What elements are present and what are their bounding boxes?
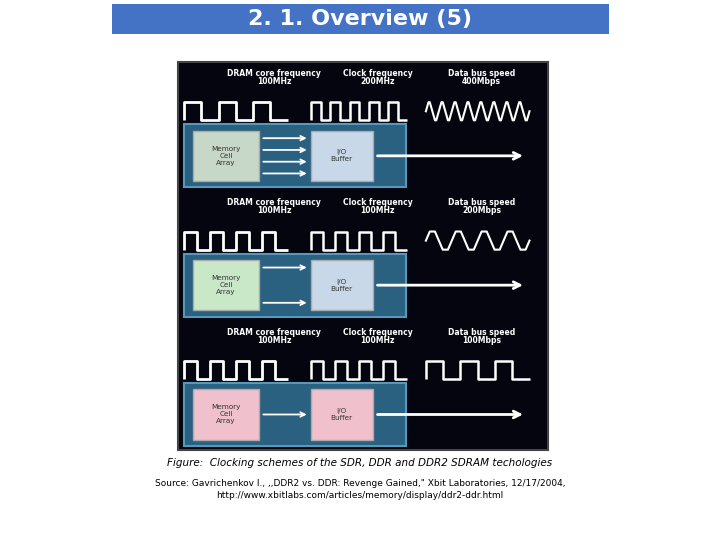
Text: Clock frequency: Clock frequency xyxy=(343,328,413,336)
Text: I/O
Buffer: I/O Buffer xyxy=(330,279,353,292)
Text: http://www.xbitlabs.com/articles/memory/display/ddr2-ddr.html: http://www.xbitlabs.com/articles/memory/… xyxy=(217,491,503,501)
Text: Clock frequency: Clock frequency xyxy=(343,69,413,78)
Text: I/O
Buffer: I/O Buffer xyxy=(330,150,353,163)
Text: Source: Gavrichenkov I., ,,DDR2 vs. DDR: Revenge Gained," Xbit Laboratories, 12/: Source: Gavrichenkov I., ,,DDR2 vs. DDR:… xyxy=(155,480,565,489)
Text: DRAM core frequency: DRAM core frequency xyxy=(228,198,321,207)
Text: DDR-I
SDRAM: DDR-I SDRAM xyxy=(123,275,160,295)
Text: Figure:  Clocking schemes of the SDR, DDR and DDR2 SDRAM techologies: Figure: Clocking schemes of the SDR, DDR… xyxy=(168,458,552,468)
FancyBboxPatch shape xyxy=(184,383,406,446)
Text: DRAM core frequency: DRAM core frequency xyxy=(228,69,321,78)
FancyBboxPatch shape xyxy=(112,4,609,34)
Text: 200Mbps: 200Mbps xyxy=(462,206,501,215)
Text: 100MHz: 100MHz xyxy=(257,336,292,345)
Text: Memory
Cell
Array: Memory Cell Array xyxy=(212,275,241,295)
Text: Data bus speed: Data bus speed xyxy=(448,328,515,336)
Text: 400Mbps: 400Mbps xyxy=(462,77,501,86)
Text: 100MHz: 100MHz xyxy=(361,336,395,345)
Text: 100MHz: 100MHz xyxy=(361,206,395,215)
Text: DDR-II
SDRAM: DDR-II SDRAM xyxy=(123,146,160,166)
Text: Data bus speed: Data bus speed xyxy=(448,69,515,78)
Text: 2. 1. Overview (5): 2. 1. Overview (5) xyxy=(248,9,472,29)
Text: SDR
SDRAM: SDR SDRAM xyxy=(123,405,160,424)
FancyBboxPatch shape xyxy=(193,260,259,310)
Text: Clock frequency: Clock frequency xyxy=(343,198,413,207)
FancyBboxPatch shape xyxy=(178,62,548,450)
Text: 100MHz: 100MHz xyxy=(257,77,292,86)
Text: 100MHz: 100MHz xyxy=(257,206,292,215)
FancyBboxPatch shape xyxy=(193,131,259,181)
FancyBboxPatch shape xyxy=(310,131,373,181)
FancyBboxPatch shape xyxy=(184,124,406,187)
Text: Data bus speed: Data bus speed xyxy=(448,198,515,207)
Text: 200MHz: 200MHz xyxy=(361,77,395,86)
FancyBboxPatch shape xyxy=(193,389,259,440)
Text: DRAM core frequency: DRAM core frequency xyxy=(228,328,321,336)
Text: 100Mbps: 100Mbps xyxy=(462,336,501,345)
FancyBboxPatch shape xyxy=(184,254,406,316)
FancyBboxPatch shape xyxy=(310,260,373,310)
Text: Memory
Cell
Array: Memory Cell Array xyxy=(212,404,241,424)
Text: Memory
Cell
Array: Memory Cell Array xyxy=(212,146,241,166)
FancyBboxPatch shape xyxy=(310,389,373,440)
Text: I/O
Buffer: I/O Buffer xyxy=(330,408,353,421)
